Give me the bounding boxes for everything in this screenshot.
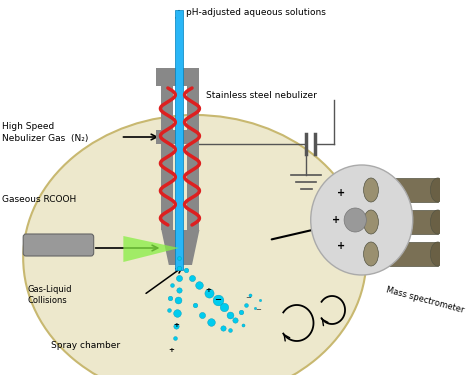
Text: +: + [169,347,174,353]
Bar [156,68,200,86]
Ellipse shape [364,178,378,202]
Text: +: + [337,188,346,198]
Bar [187,68,200,230]
Text: Spray chamber: Spray chamber [51,340,120,350]
Bar [371,242,438,266]
Text: Gaseous RCOOH: Gaseous RCOOH [2,195,76,204]
Text: −: − [214,296,221,304]
Ellipse shape [430,242,445,266]
Text: High Speed
Nebulizer Gas  (N₂): High Speed Nebulizer Gas (N₂) [2,122,88,143]
Bar [161,68,173,230]
Text: pH-adjusted aqueous solutions: pH-adjusted aqueous solutions [185,8,325,17]
Polygon shape [123,236,179,262]
Text: Stainless steel nebulizer: Stainless steel nebulizer [206,90,317,99]
Text: Gas-Liquid
Collisions: Gas-Liquid Collisions [28,285,73,305]
Ellipse shape [364,210,378,234]
Text: Mass spectrometer: Mass spectrometer [385,285,465,315]
Bar [371,178,438,202]
Text: −: − [255,307,261,313]
Circle shape [311,165,413,275]
Text: +: + [332,215,340,225]
Ellipse shape [23,115,366,375]
FancyBboxPatch shape [23,234,94,256]
Bar [156,130,200,144]
Text: +: + [337,241,346,251]
Polygon shape [161,230,200,265]
Circle shape [344,208,366,232]
Ellipse shape [430,178,445,202]
Ellipse shape [430,210,445,234]
Text: −: − [246,295,252,301]
Text: +: + [173,322,179,328]
Bar [371,210,438,234]
Text: +: + [206,287,211,293]
Ellipse shape [364,242,378,266]
Bar [175,10,182,270]
